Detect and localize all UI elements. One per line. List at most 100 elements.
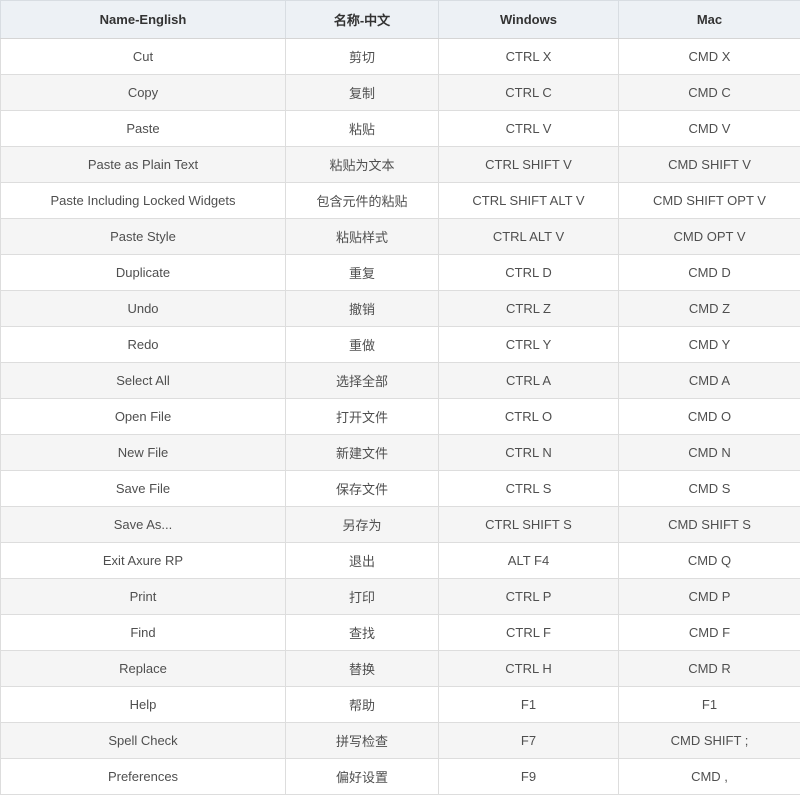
cell-mac-shortcut: CMD R <box>618 650 800 687</box>
cell-mac-shortcut: CMD O <box>618 398 800 435</box>
cell-name-english: Replace <box>0 650 286 687</box>
cell-name-english: Redo <box>0 326 286 363</box>
cell-name-chinese: 退出 <box>285 542 439 579</box>
cell-windows-shortcut: CTRL Z <box>438 290 619 327</box>
cell-name-english: Help <box>0 686 286 723</box>
table-row: Save File 保存文件 CTRL S CMD S <box>0 470 800 507</box>
cell-name-chinese: 粘贴为文本 <box>285 146 439 183</box>
cell-mac-shortcut: CMD OPT V <box>618 218 800 255</box>
table-row: Cut 剪切 CTRL X CMD X <box>0 38 800 75</box>
cell-name-chinese: 选择全部 <box>285 362 439 399</box>
cell-windows-shortcut: CTRL X <box>438 38 619 75</box>
cell-name-english: Select All <box>0 362 286 399</box>
cell-name-chinese: 粘贴样式 <box>285 218 439 255</box>
table-row: Duplicate 重复 CTRL D CMD D <box>0 254 800 291</box>
cell-windows-shortcut: CTRL Y <box>438 326 619 363</box>
cell-name-chinese: 重复 <box>285 254 439 291</box>
cell-name-chinese: 重做 <box>285 326 439 363</box>
cell-name-english: Duplicate <box>0 254 286 291</box>
cell-name-english: Open File <box>0 398 286 435</box>
table-row: Spell Check 拼写检查 F7 CMD SHIFT ; <box>0 722 800 759</box>
cell-name-chinese: 查找 <box>285 614 439 651</box>
table-row: Exit Axure RP 退出 ALT F4 CMD Q <box>0 542 800 579</box>
cell-windows-shortcut: CTRL ALT V <box>438 218 619 255</box>
cell-mac-shortcut: CMD SHIFT V <box>618 146 800 183</box>
cell-name-chinese: 打印 <box>285 578 439 615</box>
cell-mac-shortcut: CMD SHIFT ; <box>618 722 800 759</box>
cell-windows-shortcut: CTRL H <box>438 650 619 687</box>
table-row: Paste as Plain Text 粘贴为文本 CTRL SHIFT V C… <box>0 146 800 183</box>
table-row: Copy 复制 CTRL C CMD C <box>0 74 800 111</box>
cell-name-chinese: 打开文件 <box>285 398 439 435</box>
table-row: Preferences 偏好设置 F9 CMD , <box>0 758 800 795</box>
cell-windows-shortcut: F1 <box>438 686 619 723</box>
table-row: New File 新建文件 CTRL N CMD N <box>0 434 800 471</box>
cell-windows-shortcut: CTRL V <box>438 110 619 147</box>
cell-name-english: Save As... <box>0 506 286 543</box>
column-header-windows: Windows <box>438 0 619 39</box>
cell-mac-shortcut: CMD , <box>618 758 800 795</box>
cell-mac-shortcut: CMD Q <box>618 542 800 579</box>
cell-name-chinese: 帮助 <box>285 686 439 723</box>
cell-mac-shortcut: CMD A <box>618 362 800 399</box>
cell-windows-shortcut: CTRL A <box>438 362 619 399</box>
cell-name-chinese: 新建文件 <box>285 434 439 471</box>
cell-name-english: Undo <box>0 290 286 327</box>
cell-mac-shortcut: CMD P <box>618 578 800 615</box>
cell-name-chinese: 剪切 <box>285 38 439 75</box>
cell-name-english: Paste <box>0 110 286 147</box>
cell-mac-shortcut: CMD D <box>618 254 800 291</box>
cell-mac-shortcut: CMD N <box>618 434 800 471</box>
cell-name-english: Paste as Plain Text <box>0 146 286 183</box>
cell-windows-shortcut: ALT F4 <box>438 542 619 579</box>
cell-name-english: Preferences <box>0 758 286 795</box>
table-row: Paste Including Locked Widgets 包含元件的粘贴 C… <box>0 182 800 219</box>
cell-windows-shortcut: F9 <box>438 758 619 795</box>
cell-name-english: Copy <box>0 74 286 111</box>
cell-windows-shortcut: CTRL O <box>438 398 619 435</box>
cell-name-english: Cut <box>0 38 286 75</box>
cell-mac-shortcut: F1 <box>618 686 800 723</box>
cell-mac-shortcut: CMD Y <box>618 326 800 363</box>
cell-name-chinese: 偏好设置 <box>285 758 439 795</box>
table-row: Paste Style 粘贴样式 CTRL ALT V CMD OPT V <box>0 218 800 255</box>
table-row: Find 查找 CTRL F CMD F <box>0 614 800 651</box>
cell-name-english: New File <box>0 434 286 471</box>
table-row: Paste 粘贴 CTRL V CMD V <box>0 110 800 147</box>
cell-windows-shortcut: F7 <box>438 722 619 759</box>
cell-name-chinese: 撤销 <box>285 290 439 327</box>
cell-windows-shortcut: CTRL D <box>438 254 619 291</box>
cell-windows-shortcut: CTRL N <box>438 434 619 471</box>
cell-name-english: Spell Check <box>0 722 286 759</box>
cell-name-chinese: 包含元件的粘贴 <box>285 182 439 219</box>
cell-name-chinese: 拼写检查 <box>285 722 439 759</box>
cell-name-chinese: 复制 <box>285 74 439 111</box>
cell-windows-shortcut: CTRL S <box>438 470 619 507</box>
cell-mac-shortcut: CMD Z <box>618 290 800 327</box>
table-body: Cut 剪切 CTRL X CMD X Copy 复制 CTRL C CMD C… <box>0 38 800 795</box>
cell-mac-shortcut: CMD F <box>618 614 800 651</box>
table-row: Redo 重做 CTRL Y CMD Y <box>0 326 800 363</box>
cell-windows-shortcut: CTRL SHIFT S <box>438 506 619 543</box>
cell-name-english: Paste Including Locked Widgets <box>0 182 286 219</box>
table-header: Name-English 名称-中文 Windows Mac <box>0 0 800 39</box>
table-row: Save As... 另存为 CTRL SHIFT S CMD SHIFT S <box>0 506 800 543</box>
cell-windows-shortcut: CTRL F <box>438 614 619 651</box>
cell-mac-shortcut: CMD X <box>618 38 800 75</box>
table-row: Undo 撤销 CTRL Z CMD Z <box>0 290 800 327</box>
column-header-name-chinese: 名称-中文 <box>285 0 439 39</box>
cell-name-english: Exit Axure RP <box>0 542 286 579</box>
table-row: Print 打印 CTRL P CMD P <box>0 578 800 615</box>
cell-windows-shortcut: CTRL C <box>438 74 619 111</box>
cell-mac-shortcut: CMD SHIFT S <box>618 506 800 543</box>
table-row: Select All 选择全部 CTRL A CMD A <box>0 362 800 399</box>
cell-name-english: Paste Style <box>0 218 286 255</box>
cell-windows-shortcut: CTRL P <box>438 578 619 615</box>
column-header-mac: Mac <box>618 0 800 39</box>
cell-mac-shortcut: CMD V <box>618 110 800 147</box>
cell-mac-shortcut: CMD S <box>618 470 800 507</box>
table-row: Help 帮助 F1 F1 <box>0 686 800 723</box>
cell-windows-shortcut: CTRL SHIFT V <box>438 146 619 183</box>
cell-name-chinese: 替换 <box>285 650 439 687</box>
cell-name-chinese: 另存为 <box>285 506 439 543</box>
